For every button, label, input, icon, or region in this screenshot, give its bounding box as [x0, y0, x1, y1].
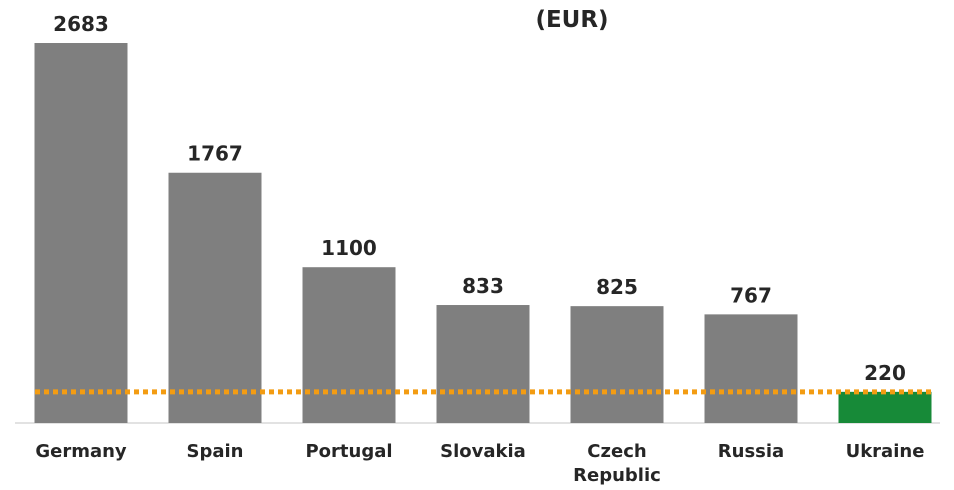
x-tick-label: Russia [717, 441, 785, 462]
data-label: 220 [864, 361, 906, 385]
x-tick-label: Portugal [305, 441, 393, 462]
bar [302, 267, 396, 423]
data-label: 1767 [187, 142, 243, 166]
bar [168, 172, 262, 423]
data-label: 825 [596, 275, 638, 299]
data-label: 1100 [321, 236, 377, 260]
x-tick-label: Ukraine [845, 441, 925, 462]
bar [704, 314, 798, 423]
data-label: 833 [462, 274, 504, 298]
x-tick-label: Slovakia [440, 441, 526, 462]
x-tick-label: Germany [35, 441, 127, 462]
data-label: 2683 [53, 12, 109, 36]
chart-title: (EUR) [535, 7, 608, 33]
bar [436, 305, 530, 423]
bar [838, 391, 932, 423]
x-tick-label: Czech Republic [573, 441, 661, 486]
data-label: 767 [730, 283, 772, 307]
bar [570, 306, 664, 423]
bar [34, 43, 128, 423]
x-tick-label: Spain [186, 441, 244, 462]
